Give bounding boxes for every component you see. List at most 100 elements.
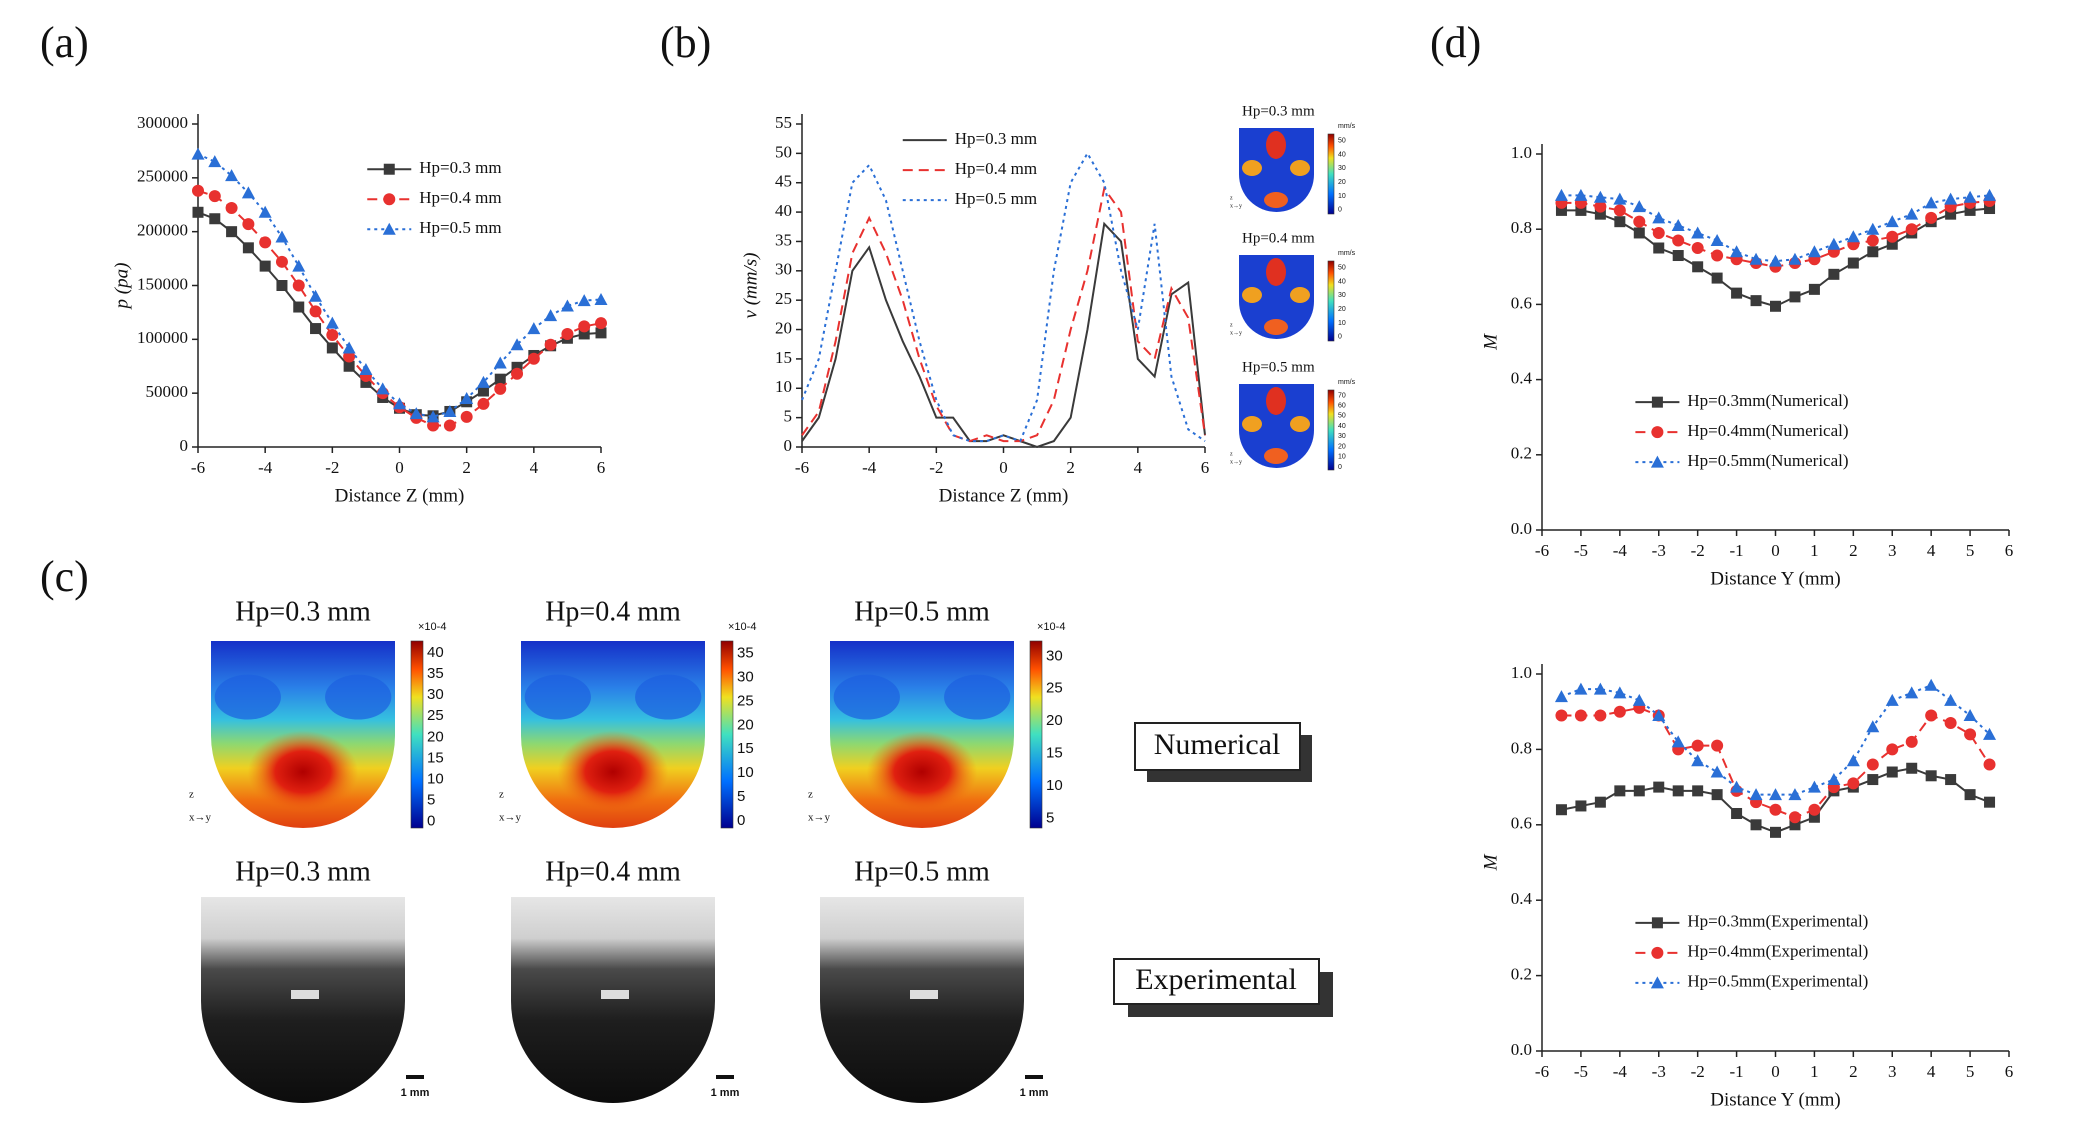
contour-blob	[247, 730, 359, 814]
marker	[1886, 766, 1898, 778]
marker	[544, 338, 557, 351]
marker	[561, 327, 574, 340]
inset-field	[1239, 128, 1314, 213]
triad-label: z	[808, 789, 813, 801]
marker	[275, 230, 289, 243]
legend-label: Hp=0.4 mm	[955, 159, 1037, 178]
inset-title: Hp=0.5 mm	[1242, 359, 1315, 375]
marker	[1808, 803, 1821, 816]
series-line	[1561, 767, 1990, 834]
marker	[1575, 800, 1587, 812]
numerical-label: Numerical	[1154, 728, 1281, 761]
y-axis-label: M	[1480, 853, 1501, 871]
colorbar-tick-label: 50	[1338, 137, 1346, 144]
marker	[1944, 192, 1958, 205]
marker	[342, 341, 356, 354]
colorbar-tick-label: 40	[1338, 423, 1346, 430]
colorbar-tick-label: 15	[1046, 744, 1063, 761]
marker	[343, 360, 355, 372]
marker	[1827, 237, 1841, 250]
marker	[1885, 693, 1899, 706]
marker	[1964, 789, 1976, 801]
marker	[1593, 190, 1607, 203]
x-tick-label: 0	[999, 458, 1008, 477]
marker	[326, 329, 339, 342]
marker	[544, 309, 558, 322]
marker	[242, 218, 255, 231]
colorbar-scale: ×10-4	[1037, 621, 1065, 633]
panel-label: (a)	[40, 18, 89, 67]
colorbar-tick-label: 50	[1338, 264, 1346, 271]
x-tick-label: 0	[395, 458, 404, 477]
marker	[1575, 204, 1587, 216]
inset-hot	[1290, 287, 1310, 303]
x-tick-label: -2	[1691, 1062, 1705, 1081]
colorbar-tick-label: 35	[427, 665, 444, 682]
marker	[1651, 426, 1664, 439]
photo-notch	[291, 990, 319, 999]
marker	[1594, 200, 1607, 213]
marker	[1905, 686, 1919, 699]
marker	[1633, 785, 1645, 797]
x-tick-label: 1	[1810, 1062, 1819, 1081]
marker	[1886, 238, 1898, 250]
y-tick-label: 20	[775, 318, 792, 337]
colorbar-tick-label: 25	[427, 707, 444, 724]
marker	[259, 236, 272, 249]
marker	[527, 352, 540, 365]
marker	[1691, 739, 1704, 752]
scale-bar-label: 1 mm	[1020, 1087, 1049, 1099]
y-tick-label: 0.0	[1511, 1040, 1532, 1059]
colorbar-tick-label: 10	[1338, 454, 1346, 461]
panel-label: (c)	[40, 552, 89, 601]
colorbar-tick-label: 15	[427, 749, 444, 766]
marker	[477, 385, 489, 397]
marker	[1846, 230, 1860, 243]
triad-label: z	[1230, 451, 1233, 457]
marker	[241, 186, 255, 199]
marker	[1691, 242, 1704, 254]
scale-bar	[1025, 1075, 1043, 1079]
inset-unit: mm/s	[1338, 379, 1356, 386]
marker	[510, 338, 524, 351]
marker	[1711, 272, 1723, 284]
contour-lobe	[214, 674, 281, 720]
marker	[242, 242, 254, 254]
marker	[1710, 765, 1724, 778]
marker	[1554, 690, 1568, 703]
marker	[1827, 773, 1841, 786]
contour-blob	[866, 730, 978, 814]
series-line	[801, 186, 1206, 443]
colorbar-tick-label: 25	[1046, 680, 1063, 697]
marker	[192, 184, 204, 197]
colorbar-tick-label: 10	[1338, 193, 1346, 200]
x-tick-label: 6	[2005, 1062, 2014, 1081]
marker	[1944, 717, 1957, 730]
x-tick-label: -1	[1729, 1062, 1743, 1081]
y-tick-label: 0.4	[1511, 889, 1533, 908]
marker	[1924, 678, 1938, 691]
marker	[1807, 245, 1821, 258]
triad-label: x→y	[1230, 203, 1242, 209]
x-tick-label: 5	[1966, 1062, 1975, 1081]
colorbar	[1327, 133, 1335, 215]
marker	[326, 342, 338, 354]
legend-label: Hp=0.4mm(Experimental)	[1687, 942, 1868, 961]
marker	[1963, 190, 1977, 203]
marker	[343, 350, 356, 363]
series-line	[1561, 684, 1991, 796]
marker	[359, 362, 373, 375]
marker	[527, 322, 541, 335]
colorbar-tick-label: 15	[737, 740, 754, 757]
marker	[1672, 250, 1684, 262]
inset-field	[1239, 384, 1314, 469]
marker	[1650, 976, 1664, 989]
triad-label: x→y	[1230, 459, 1242, 465]
x-tick-label: 2	[462, 458, 471, 477]
marker	[560, 299, 574, 312]
marker	[1789, 819, 1801, 831]
colorbar-tick-label: 0	[737, 812, 745, 829]
marker	[382, 222, 396, 235]
triad-label: x→y	[808, 812, 831, 824]
